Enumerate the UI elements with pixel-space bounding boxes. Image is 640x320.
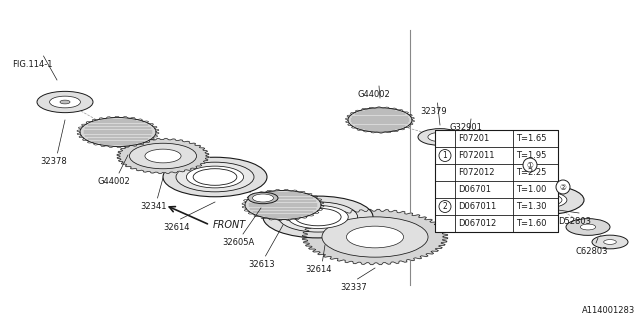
- Text: 32613: 32613: [248, 260, 275, 269]
- Circle shape: [556, 180, 570, 194]
- Circle shape: [523, 158, 537, 172]
- Ellipse shape: [176, 162, 254, 192]
- Ellipse shape: [322, 217, 428, 257]
- Ellipse shape: [163, 157, 267, 197]
- Text: C62803: C62803: [575, 247, 607, 256]
- Ellipse shape: [193, 169, 237, 185]
- Ellipse shape: [295, 208, 341, 226]
- Ellipse shape: [348, 108, 412, 132]
- Ellipse shape: [418, 129, 462, 145]
- Text: 32337: 32337: [340, 283, 367, 292]
- Circle shape: [439, 149, 451, 162]
- Ellipse shape: [288, 205, 348, 228]
- Ellipse shape: [248, 192, 278, 204]
- Text: FRONT: FRONT: [213, 220, 246, 230]
- Text: T=1.95: T=1.95: [516, 151, 547, 160]
- Text: 32341: 32341: [140, 202, 166, 211]
- Text: G32901: G32901: [450, 123, 483, 132]
- Text: F072011: F072011: [458, 151, 495, 160]
- Ellipse shape: [592, 235, 628, 249]
- Ellipse shape: [253, 194, 273, 202]
- Ellipse shape: [566, 219, 610, 236]
- Text: FIG.114-1: FIG.114-1: [12, 60, 52, 69]
- Circle shape: [439, 201, 451, 212]
- Ellipse shape: [456, 156, 540, 188]
- Ellipse shape: [186, 166, 244, 188]
- Text: T=1.65: T=1.65: [516, 134, 547, 143]
- Text: 32378: 32378: [40, 157, 67, 166]
- Text: 32379: 32379: [420, 107, 447, 116]
- Text: D52803: D52803: [558, 217, 591, 226]
- Ellipse shape: [508, 186, 584, 214]
- Ellipse shape: [129, 143, 196, 169]
- Ellipse shape: [428, 132, 452, 141]
- Ellipse shape: [525, 192, 567, 208]
- Ellipse shape: [50, 96, 81, 108]
- Text: ②: ②: [559, 182, 566, 191]
- Ellipse shape: [530, 194, 562, 206]
- Ellipse shape: [483, 166, 513, 178]
- Ellipse shape: [346, 226, 404, 248]
- Ellipse shape: [263, 196, 373, 238]
- Text: D06701: D06701: [458, 185, 491, 194]
- Text: G44002: G44002: [98, 177, 131, 186]
- Text: G44002: G44002: [358, 90, 391, 99]
- Text: F07201: F07201: [458, 134, 489, 143]
- Ellipse shape: [37, 92, 93, 113]
- Text: D067011: D067011: [458, 202, 496, 211]
- Text: T=2.25: T=2.25: [516, 168, 547, 177]
- Ellipse shape: [278, 202, 358, 232]
- Text: T=1.00: T=1.00: [516, 185, 547, 194]
- Text: T=1.30: T=1.30: [516, 202, 547, 211]
- Text: A114001283: A114001283: [582, 306, 635, 315]
- Text: D067012: D067012: [458, 219, 496, 228]
- Ellipse shape: [450, 143, 486, 157]
- Ellipse shape: [604, 240, 616, 244]
- Text: 2: 2: [443, 202, 447, 211]
- Text: 1: 1: [443, 151, 447, 160]
- Text: 32614: 32614: [163, 223, 189, 232]
- Ellipse shape: [145, 149, 181, 163]
- Bar: [435, 130, 558, 232]
- Text: T=1.60: T=1.60: [516, 219, 547, 228]
- Ellipse shape: [245, 190, 321, 220]
- Ellipse shape: [60, 100, 70, 104]
- Polygon shape: [117, 139, 209, 173]
- Text: 32605A: 32605A: [222, 238, 254, 247]
- Text: F072012: F072012: [458, 168, 495, 177]
- Polygon shape: [302, 209, 448, 265]
- Ellipse shape: [456, 145, 481, 155]
- Ellipse shape: [80, 117, 156, 147]
- Text: ①: ①: [527, 161, 533, 170]
- Ellipse shape: [436, 135, 444, 139]
- Ellipse shape: [580, 224, 596, 230]
- Text: 32614: 32614: [305, 265, 332, 274]
